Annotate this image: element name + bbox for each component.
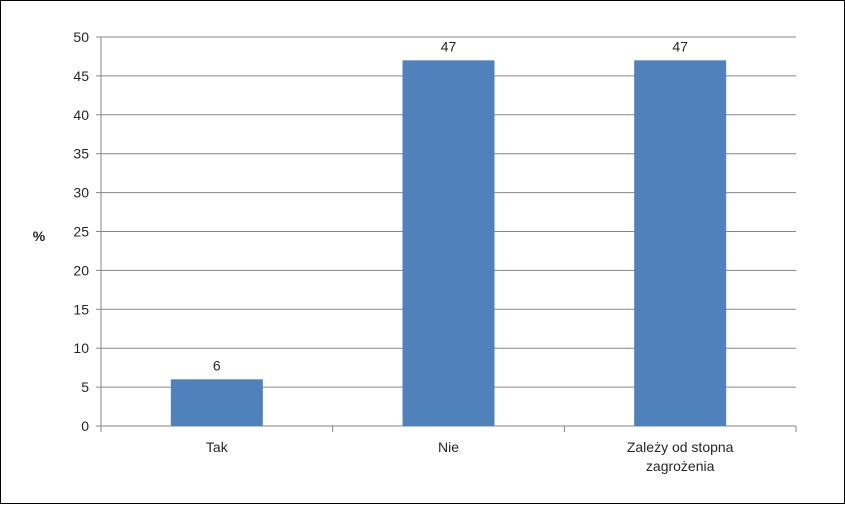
y-tick-label: 35 bbox=[73, 146, 89, 162]
bars bbox=[170, 60, 727, 427]
y-tick-label: 25 bbox=[73, 224, 89, 240]
bar bbox=[170, 379, 263, 426]
y-tick-label: 40 bbox=[73, 107, 89, 123]
y-tick-label: 15 bbox=[73, 301, 89, 317]
bar bbox=[402, 60, 495, 427]
data-label: 47 bbox=[672, 38, 688, 54]
y-tick-label: 45 bbox=[73, 68, 89, 84]
y-tick-label: 30 bbox=[73, 185, 89, 201]
x-tick-label: Tak bbox=[206, 439, 229, 455]
y-tick-label: 5 bbox=[81, 379, 89, 395]
data-label: 6 bbox=[213, 357, 221, 373]
y-tick-label: 0 bbox=[81, 418, 89, 434]
y-tick-label: 50 bbox=[73, 29, 89, 45]
data-labels: 6 47 47 bbox=[213, 38, 688, 373]
y-tick-label: 20 bbox=[73, 262, 89, 278]
x-tick-label: Zależy od stopna zagrożenia bbox=[627, 439, 734, 474]
y-tick-labels: 0 5 10 15 20 25 30 35 40 45 50 bbox=[73, 29, 89, 434]
data-label: 47 bbox=[441, 38, 457, 54]
category-labels: Tak Nie Zależy od stopna zagrożenia bbox=[206, 439, 734, 474]
x-tick-label: Nie bbox=[438, 439, 459, 455]
y-axis-title: % bbox=[33, 228, 46, 244]
bar bbox=[634, 60, 727, 427]
y-tick-label: 10 bbox=[73, 340, 89, 356]
